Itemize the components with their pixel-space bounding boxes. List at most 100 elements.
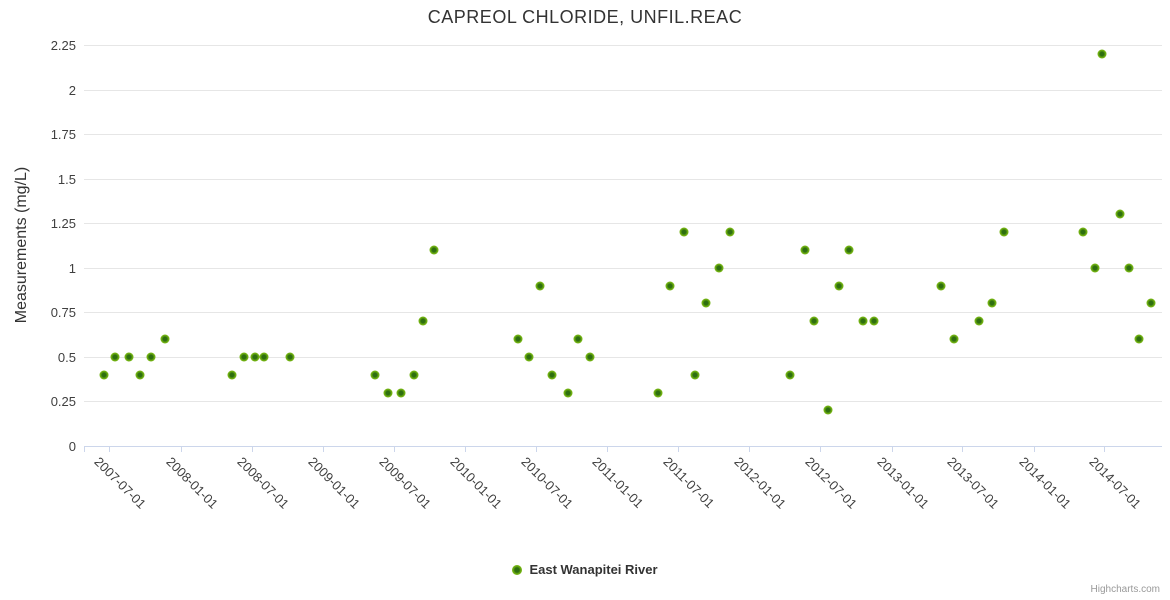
legend-item[interactable]: East Wanapitei River — [0, 562, 1170, 577]
data-point[interactable] — [809, 316, 819, 326]
x-axis-tick — [749, 446, 751, 452]
y-gridline — [84, 356, 1162, 358]
data-point[interactable] — [999, 227, 1009, 237]
data-point[interactable] — [239, 352, 249, 362]
x-axis-tick — [535, 446, 537, 452]
data-point[interactable] — [1097, 49, 1107, 59]
x-axis-tick — [251, 446, 253, 452]
data-point[interactable] — [418, 316, 428, 326]
x-axis-tick-label: 2014-07-01 — [1086, 454, 1145, 512]
data-point[interactable] — [535, 281, 545, 291]
x-axis-tick-label: 2008-01-01 — [163, 454, 221, 512]
x-axis-tick — [891, 446, 893, 452]
data-point[interactable] — [936, 281, 946, 291]
data-point[interactable] — [146, 352, 156, 362]
legend-label: East Wanapitei River — [529, 562, 658, 577]
x-axis-tick-label: 2012-01-01 — [731, 454, 790, 512]
y-gridline — [84, 134, 1162, 136]
y-axis-title: Measurements (mg/L) — [13, 166, 30, 324]
data-point[interactable] — [259, 352, 269, 362]
y-axis-tick-label: 2 — [68, 82, 76, 98]
y-axis-tick-label: 1 — [68, 260, 76, 276]
data-point[interactable] — [396, 388, 406, 398]
x-axis-tick — [465, 446, 467, 452]
x-axis-tick — [677, 446, 679, 452]
chart-title: CAPREOL CHLORIDE, UNFIL.REAC — [427, 7, 743, 27]
data-point[interactable] — [834, 281, 844, 291]
y-gridline — [84, 267, 1162, 269]
legend-marker-icon — [512, 564, 523, 575]
y-gridline — [84, 45, 1162, 46]
data-point[interactable] — [573, 334, 583, 344]
y-axis-tick-label: 0.25 — [50, 394, 76, 410]
data-point[interactable] — [1090, 263, 1100, 273]
data-point[interactable] — [285, 352, 295, 362]
data-point[interactable] — [869, 316, 879, 326]
data-point[interactable] — [1115, 209, 1125, 219]
x-axis-tick-label: 2013-01-01 — [874, 454, 932, 512]
y-axis-tick-label: 0 — [68, 439, 76, 454]
data-point[interactable] — [974, 316, 984, 326]
data-point[interactable] — [563, 388, 573, 398]
x-axis-tick — [962, 446, 964, 452]
data-point[interactable] — [383, 388, 393, 398]
x-axis-tick — [607, 446, 609, 452]
x-axis-tick — [109, 446, 111, 452]
data-point[interactable] — [99, 370, 109, 380]
y-axis-tick-label: 1.75 — [50, 127, 76, 143]
x-axis-tick — [1033, 446, 1035, 452]
data-point[interactable] — [370, 370, 380, 380]
data-point[interactable] — [547, 370, 557, 380]
data-point[interactable] — [844, 245, 854, 255]
x-axis-tick — [393, 446, 395, 452]
x-axis-tick-label: 2007-07-01 — [91, 454, 150, 512]
data-point[interactable] — [823, 405, 833, 415]
x-axis-tick — [180, 446, 182, 452]
data-point[interactable] — [513, 334, 523, 344]
x-axis-tick-label: 2010-07-01 — [518, 454, 576, 512]
data-point[interactable] — [250, 352, 260, 362]
data-point[interactable] — [135, 370, 145, 380]
data-point[interactable] — [653, 388, 663, 398]
y-gridline — [84, 178, 1162, 180]
data-point[interactable] — [585, 352, 595, 362]
highcharts-credits-link[interactable]: Highcharts.com — [1090, 584, 1160, 595]
data-point[interactable] — [160, 334, 170, 344]
data-point[interactable] — [785, 370, 795, 380]
y-axis-tick-label: 1.25 — [50, 216, 76, 232]
data-point[interactable] — [110, 352, 120, 362]
data-point[interactable] — [227, 370, 237, 380]
x-axis-tick-label: 2009-07-01 — [376, 454, 434, 512]
y-axis-tick-label: 0.5 — [57, 349, 76, 365]
data-point[interactable] — [1134, 334, 1144, 344]
x-axis-tick-label: 2012-07-01 — [802, 454, 861, 512]
y-gridline — [84, 89, 1162, 91]
data-point[interactable] — [1146, 298, 1156, 308]
y-gridline — [84, 312, 1162, 314]
x-axis-tick-label: 2008-07-01 — [234, 454, 292, 512]
x-axis-tick — [84, 446, 85, 452]
data-point[interactable] — [524, 352, 534, 362]
data-point[interactable] — [987, 298, 997, 308]
y-gridline — [84, 223, 1162, 225]
data-point[interactable] — [701, 298, 711, 308]
x-axis-tick-label: 2013-07-01 — [944, 454, 1003, 512]
data-point[interactable] — [1078, 227, 1088, 237]
data-point[interactable] — [858, 316, 868, 326]
y-gridline — [84, 401, 1162, 403]
data-point[interactable] — [725, 227, 735, 237]
data-point[interactable] — [124, 352, 134, 362]
data-point[interactable] — [429, 245, 439, 255]
data-point[interactable] — [690, 370, 700, 380]
data-point[interactable] — [665, 281, 675, 291]
data-point[interactable] — [1124, 263, 1134, 273]
data-point[interactable] — [679, 227, 689, 237]
data-point[interactable] — [800, 245, 810, 255]
data-point[interactable] — [949, 334, 959, 344]
y-axis-tick-label: 2.25 — [50, 38, 76, 53]
x-axis-line — [84, 446, 1162, 447]
data-point[interactable] — [714, 263, 724, 273]
x-axis-tick — [1104, 446, 1106, 452]
data-point[interactable] — [409, 370, 419, 380]
